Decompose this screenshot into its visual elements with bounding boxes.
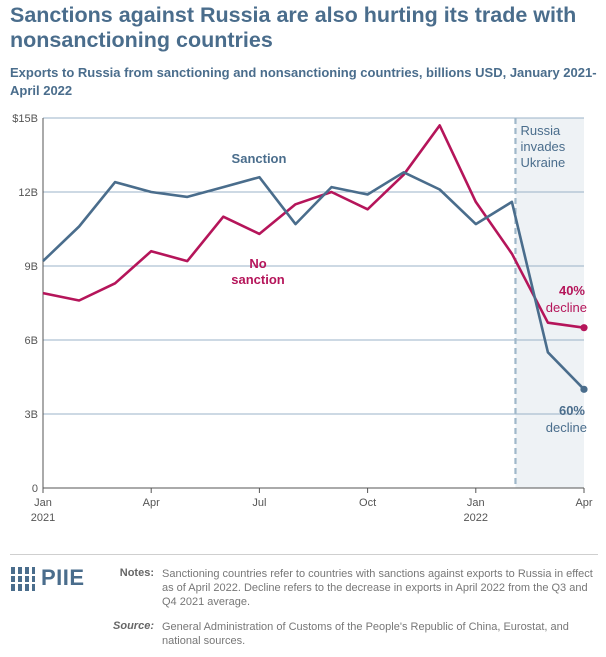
sanction-decline-pct: 60% [559, 403, 585, 418]
chart-title: Sanctions against Russia are also hurtin… [10, 3, 577, 52]
y-tick-label: 6B [25, 335, 38, 347]
chart-subtitle: Exports to Russia from sanctioning and n… [10, 65, 597, 98]
source-label: Source: [113, 620, 154, 632]
piie-columns-icon [10, 567, 36, 591]
x-tick-label: Apr [143, 497, 160, 509]
x-tick-label: Jan [467, 497, 485, 509]
series-line-sanction [42, 171, 585, 391]
piie-logo: PIIE [10, 564, 100, 594]
series-end-point-no_sanction [580, 324, 588, 332]
x-tick-label: Oct [359, 497, 376, 509]
notes-text: Sanctioning countries refer to countries… [162, 568, 593, 608]
notes-label: Notes: [119, 567, 154, 579]
event-label-line: Ukraine [520, 155, 565, 170]
no-sanction-series-label: No [249, 256, 266, 271]
piie-logo-text: PIIE [41, 565, 85, 590]
y-tick-label: $15B [12, 113, 38, 125]
y-tick-label: 9B [25, 261, 38, 273]
no-sanction-decline-word: decline [546, 300, 587, 315]
y-tick-label: 12B [18, 187, 38, 199]
event-label-line: Russia [520, 123, 561, 138]
series-end-point-sanction [580, 385, 588, 393]
x-tick-sublabel: 2022 [464, 512, 488, 524]
source-text: General Administration of Customs of the… [162, 621, 569, 647]
series-line-no_sanction [42, 124, 585, 329]
sanction-decline-word: decline [546, 420, 587, 435]
sanction-series-label: Sanction [232, 151, 287, 166]
line-chart: 0 3B 6B 9B 12B $15B Jan 2021 Apr Jul Oct Jan 2022 Apr… [12, 113, 593, 524]
y-tick-label: 0 [32, 483, 38, 495]
x-tick-sublabel: 2021 [31, 512, 55, 524]
x-tick-label: Jan [34, 497, 52, 509]
no-sanction-decline-pct: 40% [559, 283, 585, 298]
y-tick-label: 3B [25, 409, 38, 421]
x-tick-label: Apr [575, 497, 592, 509]
footer-divider [10, 554, 598, 555]
post-invasion-shade [515, 118, 584, 488]
x-tick-label: Jul [252, 497, 266, 509]
event-label-line: invades [520, 139, 565, 154]
no-sanction-series-label: sanction [231, 272, 285, 287]
